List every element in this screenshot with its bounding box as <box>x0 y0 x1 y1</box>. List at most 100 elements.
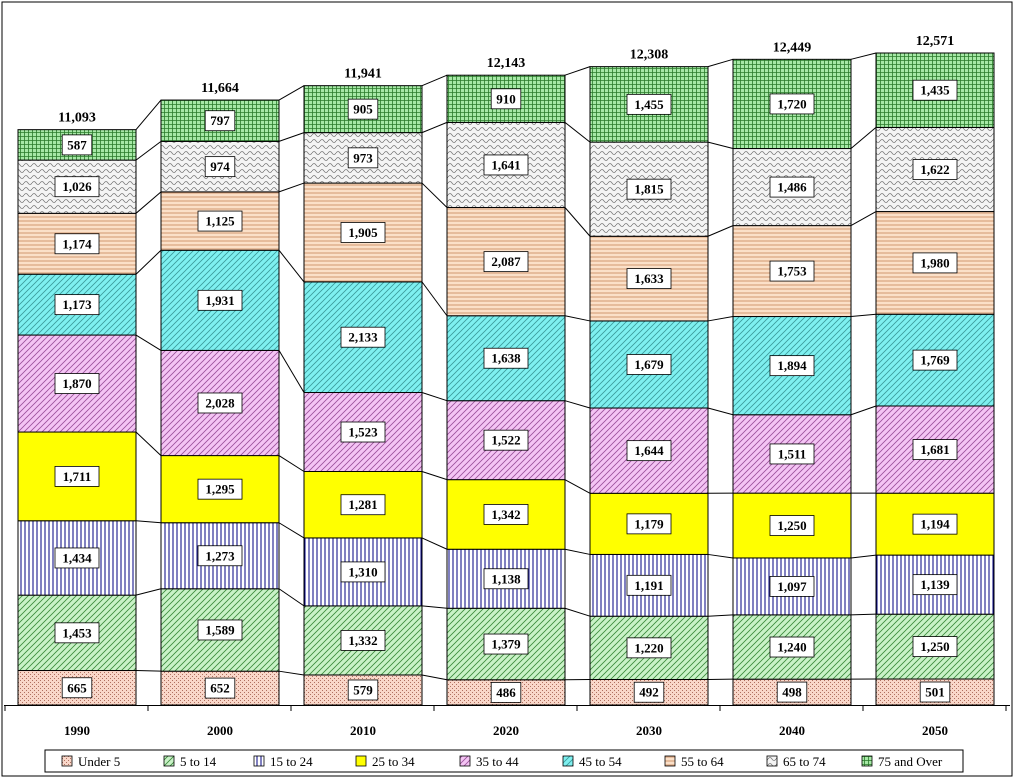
legend-label-15-to-24: 15 to 24 <box>270 754 313 769</box>
data-label-5-to-14-2000: 1,589 <box>205 622 235 637</box>
data-label-35-to-44-2050: 1,681 <box>920 442 949 457</box>
data-label-25-to-34-2000: 1,295 <box>205 482 235 497</box>
total-label-1990: 11,093 <box>58 111 96 126</box>
data-label-15-to-24-1990: 1,434 <box>62 550 92 565</box>
data-label-15-to-24-2030: 1,191 <box>634 578 663 593</box>
data-label-65-to-74-2010: 973 <box>353 150 373 165</box>
data-label-75-and-over-2050: 1,435 <box>920 83 950 98</box>
data-label-under-5-2020: 486 <box>496 685 516 700</box>
data-label-75-and-over-2030: 1,455 <box>634 97 664 112</box>
data-label-5-to-14-2030: 1,220 <box>634 640 663 655</box>
total-label-2000: 11,664 <box>201 81 239 96</box>
data-label-5-to-14-2010: 1,332 <box>348 633 377 648</box>
data-label-35-to-44-2020: 1,522 <box>491 433 520 448</box>
data-label-45-to-54-2040: 1,894 <box>777 358 807 373</box>
data-label-65-to-74-1990: 1,026 <box>62 179 92 194</box>
data-label-75-and-over-2020: 910 <box>496 91 516 106</box>
total-label-2030: 12,308 <box>630 48 669 63</box>
data-label-under-5-2010: 579 <box>353 682 373 697</box>
legend-label-65-to-74: 65 to 74 <box>783 754 826 769</box>
data-label-65-to-74-2030: 1,815 <box>634 182 664 197</box>
connector-line <box>851 614 876 615</box>
data-label-65-to-74-2050: 1,622 <box>920 162 949 177</box>
legend-swatch-15-to-24 <box>254 756 264 766</box>
data-label-35-to-44-1990: 1,870 <box>62 376 91 391</box>
data-label-45-to-54-2030: 1,679 <box>634 357 664 372</box>
legend-swatch-35-to-44 <box>460 756 470 766</box>
legend-label-5-to-14: 5 to 14 <box>180 754 217 769</box>
data-label-55-to-64-2000: 1,125 <box>205 214 235 229</box>
legend-swatch-65-to-74 <box>767 756 777 766</box>
x-tick-label-2000: 2000 <box>207 723 233 738</box>
data-label-25-to-34-2030: 1,179 <box>634 516 664 531</box>
data-label-25-to-34-2050: 1,194 <box>920 517 950 532</box>
data-label-45-to-54-2000: 1,931 <box>205 293 234 308</box>
data-label-25-to-34-2040: 1,250 <box>777 518 806 533</box>
data-label-55-to-64-2040: 1,753 <box>777 264 807 279</box>
total-label-2050: 12,571 <box>916 34 955 49</box>
data-label-45-to-54-1990: 1,173 <box>62 297 92 312</box>
data-label-under-5-2030: 492 <box>639 685 659 700</box>
total-label-2020: 12,143 <box>487 56 526 71</box>
legend-label-55-to-64: 55 to 64 <box>681 754 724 769</box>
data-label-45-to-54-2010: 2,133 <box>348 330 378 345</box>
data-label-65-to-74-2040: 1,486 <box>777 180 807 195</box>
legend: Under 5 5 to 14 15 to 24 25 to 34 35 to 44 45… <box>45 750 963 772</box>
bars-group <box>18 53 994 705</box>
data-label-55-to-64-1990: 1,174 <box>62 236 92 251</box>
data-label-55-to-64-2030: 1,633 <box>634 271 664 286</box>
data-label-5-to-14-2040: 1,240 <box>777 640 806 655</box>
legend-swatch-25-to-34 <box>356 756 366 766</box>
x-tick-label-2050: 2050 <box>922 723 948 738</box>
x-tick-label-2010: 2010 <box>350 723 376 738</box>
data-label-15-to-24-2010: 1,310 <box>348 564 377 579</box>
data-label-35-to-44-2010: 1,523 <box>348 425 378 440</box>
data-label-35-to-44-2040: 1,511 <box>778 446 807 461</box>
data-label-25-to-34-1990: 1,711 <box>63 469 92 484</box>
legend-label-under-5: Under 5 <box>78 754 120 769</box>
data-label-65-to-74-2000: 974 <box>210 159 230 174</box>
data-label-75-and-over-2040: 1,720 <box>777 96 806 111</box>
data-label-55-to-64-2010: 1,905 <box>348 225 378 240</box>
data-label-25-to-34-2010: 1,281 <box>348 497 377 512</box>
x-tick-label-2030: 2030 <box>636 723 662 738</box>
x-tick-label-1990: 1990 <box>64 723 90 738</box>
data-label-35-to-44-2030: 1,644 <box>634 443 664 458</box>
legend-swatch-5-to-14 <box>164 756 174 766</box>
data-label-75-and-over-1990: 587 <box>67 137 87 152</box>
legend-label-25-to-34: 25 to 34 <box>372 754 415 769</box>
x-tick-label-2020: 2020 <box>493 723 519 738</box>
data-label-45-to-54-2020: 1,638 <box>491 351 521 366</box>
data-label-75-and-over-2010: 905 <box>353 102 373 117</box>
data-label-55-to-64-2020: 2,087 <box>491 254 521 269</box>
data-label-under-5-2040: 498 <box>782 685 802 700</box>
total-label-2010: 11,941 <box>344 67 382 82</box>
data-label-15-to-24-2000: 1,273 <box>205 548 235 563</box>
total-label-2040: 12,449 <box>773 40 812 55</box>
data-label-15-to-24-2050: 1,139 <box>920 577 950 592</box>
data-label-5-to-14-2020: 1,379 <box>491 637 521 652</box>
legend-label-45-to-54: 45 to 54 <box>579 754 622 769</box>
data-label-35-to-44-2000: 2,028 <box>205 395 235 410</box>
data-label-5-to-14-2050: 1,250 <box>920 639 949 654</box>
data-label-45-to-54-2050: 1,769 <box>920 353 950 368</box>
data-label-25-to-34-2020: 1,342 <box>491 507 520 522</box>
legend-swatch-under-5 <box>62 756 72 766</box>
data-label-15-to-24-2040: 1,097 <box>777 579 807 594</box>
data-label-75-and-over-2000: 797 <box>210 113 230 128</box>
data-label-under-5-2000: 652 <box>210 681 230 696</box>
legend-label-75-and-over: 75 and Over <box>878 754 943 769</box>
legend-label-35-to-44: 35 to 44 <box>476 754 519 769</box>
data-label-15-to-24-2020: 1,138 <box>491 571 521 586</box>
connector-line <box>136 671 161 672</box>
data-label-under-5-1990: 665 <box>67 680 87 695</box>
data-label-55-to-64-2050: 1,980 <box>920 255 949 270</box>
legend-swatch-75-and-over <box>862 756 872 766</box>
data-label-under-5-2050: 501 <box>925 685 945 700</box>
data-label-5-to-14-1990: 1,453 <box>62 625 92 640</box>
legend-swatch-55-to-64 <box>665 756 675 766</box>
x-tick-label-2040: 2040 <box>779 723 805 738</box>
data-label-65-to-74-2020: 1,641 <box>491 157 520 172</box>
